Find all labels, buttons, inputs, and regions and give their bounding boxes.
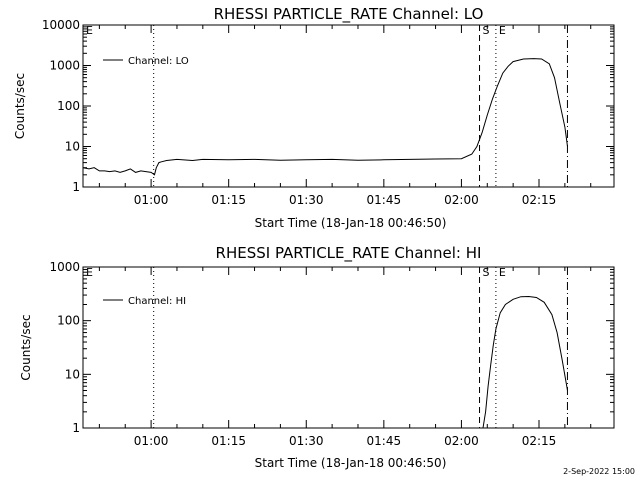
y-tick-label: 100 [57,314,80,328]
x-tick-label: 01:00 [134,434,169,448]
x-tick-label: 02:00 [444,193,479,207]
y-axis-label: Counts/sec [19,314,33,380]
x-tick-label: 01:15 [211,193,246,207]
marker-label-end-line: E [499,24,506,37]
legend-label: Channel: HI [128,296,186,307]
y-tick-label: 1 [72,421,80,435]
y-tick-label: 100 [57,99,80,113]
panel-hi: RHESSI PARTICLE_RATE Channel: HI 1 10 100 10… [19,244,615,470]
series-line [83,58,568,176]
x-tick-label: 02:15 [522,434,557,448]
y-tick-label: 1000 [49,59,80,73]
x-tick-label: 01:45 [367,193,402,207]
x-tick-label: 02:15 [522,193,557,207]
x-tick-label: 01:15 [211,434,246,448]
y-tick-label: 10 [65,367,80,381]
legend-label: Channel: LO [128,56,189,67]
marker-label-event-start: E [86,266,93,279]
x-axis-label: Start Time (18-Jan-18 00:46:50) [255,456,447,470]
x-tick-label: 01:30 [289,193,324,207]
x-tick-label: 01:00 [134,193,169,207]
series-line [482,295,568,429]
panel-lo: RHESSI PARTICLE_RATE Channel: LO 1 10 100 10… [13,5,615,230]
y-tick-label: 1 [72,180,80,194]
y-tick-label: 1000 [49,260,80,274]
y-tick-label: 10000 [42,18,80,32]
plot-frame [82,24,615,188]
marker-label-start-line: S [483,24,490,37]
chart-title: RHESSI PARTICLE_RATE Channel: LO [214,5,484,24]
marker-label-event-start: E [86,24,93,37]
x-tick-label: 02:00 [444,434,479,448]
footer-timestamp: 2-Sep-2022 15:00 [563,467,635,476]
plot-frame [82,266,615,429]
y-tick-label: 10 [65,140,80,154]
marker-label-start-line: S [483,266,490,279]
x-tick-label: 01:30 [289,434,324,448]
marker-label-end-line: E [499,266,506,279]
x-tick-label: 01:45 [367,434,402,448]
y-axis-label: Counts/sec [13,73,27,139]
chart-title: RHESSI PARTICLE_RATE Channel: HI [216,244,482,263]
x-axis-label: Start Time (18-Jan-18 00:46:50) [255,216,447,230]
